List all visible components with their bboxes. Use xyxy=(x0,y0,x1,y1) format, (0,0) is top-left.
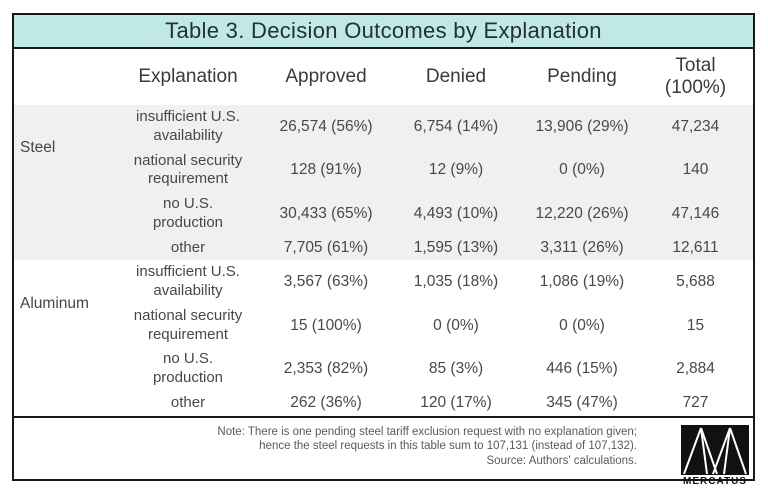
cell-pending: 0 (0%) xyxy=(559,316,605,334)
cell-total: 140 xyxy=(682,161,709,179)
cell-denied: 12 (9%) xyxy=(428,161,484,179)
table-frame: Table 3. Decision Outcomes by Explanatio… xyxy=(12,13,755,487)
column-header-row: Explanation Approved Denied Pending Tota… xyxy=(14,49,753,105)
cell-approved: 30,433 (65%) xyxy=(279,204,373,222)
cell-approved: 7,705 (61%) xyxy=(283,238,369,256)
table-row: insufficient U.S. availability 26,574 (5… xyxy=(14,105,753,149)
column-header-denied: Denied xyxy=(425,66,487,88)
table-row: national security requirement 15 (100%) … xyxy=(14,304,753,348)
cell-explanation: other xyxy=(170,238,206,256)
cell-denied: 85 (3%) xyxy=(428,360,484,377)
cell-denied: 1,035 (18%) xyxy=(413,273,499,290)
cell-total: 727 xyxy=(682,394,709,412)
cell-pending: 446 (15%) xyxy=(546,360,618,377)
cell-total: 12,611 xyxy=(672,238,719,256)
cell-total: 47,234 xyxy=(671,117,720,135)
cell-explanation: no U.S. production xyxy=(152,350,224,386)
cell-total: 5,688 xyxy=(676,273,715,290)
cell-explanation: national security requirement xyxy=(133,306,243,343)
section-steel: Steel insufficient U.S. availability 26,… xyxy=(14,105,753,261)
cell-explanation: national security requirement xyxy=(133,151,243,188)
table-title-bar: Table 3. Decision Outcomes by Explanatio… xyxy=(14,15,753,49)
mercatus-logo-icon xyxy=(681,424,749,475)
cell-approved: 15 (100%) xyxy=(290,316,362,334)
table-row: other 7,705 (61%) 1,595 (13%) 3,311 (26%… xyxy=(14,236,753,261)
cell-approved: 262 (36%) xyxy=(290,394,362,412)
mercatus-logo: MERCATUS xyxy=(681,424,749,487)
cell-approved: 26,574 (56%) xyxy=(279,117,373,135)
cell-approved: 128 (91%) xyxy=(290,161,362,179)
table-row: national security requirement 128 (91%) … xyxy=(14,149,753,193)
cell-total: 2,884 xyxy=(676,360,715,377)
mercatus-logo-text: MERCATUS xyxy=(683,475,747,487)
section-aluminum: Aluminum insufficient U.S. availability … xyxy=(14,260,753,416)
column-header-approved: Approved xyxy=(285,66,367,88)
cell-pending: 12,220 (26%) xyxy=(535,204,629,222)
cell-explanation: other xyxy=(170,393,206,411)
table-row: no U.S. production 2,353 (82%) 85 (3%) 4… xyxy=(14,347,753,391)
table-row: no U.S. production 30,433 (65%) 4,493 (1… xyxy=(14,192,753,236)
section-label-aluminum: Aluminum xyxy=(20,294,89,312)
cell-total: 15 xyxy=(686,316,705,334)
column-header-explanation: Explanation xyxy=(138,66,238,88)
cell-denied: 0 (0%) xyxy=(433,316,479,334)
cell-pending: 13,906 (29%) xyxy=(535,117,629,135)
footnote-text: Note: There is one pending steel tariff … xyxy=(217,425,637,467)
table-row: other 262 (36%) 120 (17%) 345 (47%) 727 xyxy=(14,391,753,416)
table-row: insufficient U.S. availability 3,567 (63… xyxy=(14,260,753,304)
cell-explanation: insufficient U.S. availability xyxy=(136,108,240,144)
cell-denied: 4,493 (10%) xyxy=(413,204,499,222)
cell-denied: 120 (17%) xyxy=(420,394,492,412)
cell-pending: 1,086 (19%) xyxy=(539,273,625,290)
column-header-pending: Pending xyxy=(547,66,617,88)
cell-denied: 6,754 (14%) xyxy=(413,117,499,135)
cell-explanation: no U.S. production xyxy=(152,195,224,231)
cell-total: 47,146 xyxy=(671,204,720,222)
cell-pending: 3,311 (26%) xyxy=(540,238,624,256)
section-label-steel: Steel xyxy=(20,139,56,157)
cell-approved: 3,567 (63%) xyxy=(283,273,369,290)
cell-pending: 0 (0%) xyxy=(559,161,605,179)
cell-denied: 1,595 (13%) xyxy=(413,238,499,256)
footnote-section: Note: There is one pending steel tariff … xyxy=(14,415,753,487)
cell-approved: 2,353 (82%) xyxy=(283,360,369,377)
cell-pending: 345 (47%) xyxy=(546,394,618,412)
table-title: Table 3. Decision Outcomes by Explanatio… xyxy=(165,18,602,43)
column-header-total: Total (100%) xyxy=(664,55,727,98)
cell-explanation: insufficient U.S. availability xyxy=(136,263,240,299)
